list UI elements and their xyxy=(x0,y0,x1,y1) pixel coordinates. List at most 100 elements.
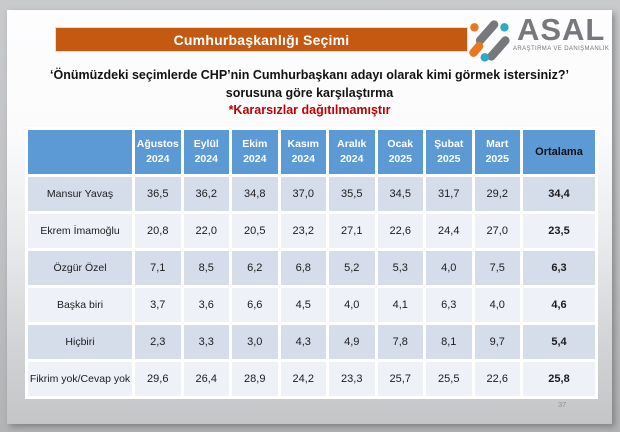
value-cell: 24,2 xyxy=(280,362,326,396)
question-line-2: sorusuna göre karşılaştırma xyxy=(225,85,394,100)
month-year: 2025 xyxy=(485,153,509,165)
poll-table: Ağustos 2024 Eylül 2024 Ekim 2024 Kasım 2024 Ara… xyxy=(25,127,598,399)
average-cell: 5,4 xyxy=(523,325,595,359)
asal-logo-subtitle: ARAŞTIRMA VE DANIŞMANLIK xyxy=(513,46,610,52)
value-cell: 29,6 xyxy=(135,362,181,396)
value-cell: 3,0 xyxy=(232,325,278,359)
month-year: 2024 xyxy=(146,153,170,165)
month-header: Kasım 2024 xyxy=(280,130,326,174)
table-row: Özgür Özel 7,1 8,5 6,2 6,8 5,2 5,3 4,0 7,5 6,3 xyxy=(28,251,595,285)
month-header: Ocak 2025 xyxy=(377,130,423,174)
value-cell: 29,2 xyxy=(474,177,520,211)
value-cell: 22,6 xyxy=(474,362,520,396)
question-line-1: ‘Önümüzdeki seçimlerde CHP’nin Cumhurbaş… xyxy=(50,68,569,82)
month-name: Ocak xyxy=(387,138,414,150)
table-row: Mansur Yavaş 36,5 36,2 34,8 37,0 35,5 34,5 31,7… xyxy=(28,177,595,211)
value-cell: 3,3 xyxy=(183,325,229,359)
value-cell: 6,6 xyxy=(232,288,278,322)
undecided-note: *Kararsızlar dağıtılmamıştır xyxy=(228,103,391,117)
table-row: Hiçbiri 2,3 3,3 3,0 4,3 4,9 7,8 8,1 9,7 5,4 xyxy=(28,325,595,359)
table-row: Fikrim yok/Cevap yok 29,6 26,4 28,9 24,2 23,3… xyxy=(28,362,595,396)
value-cell: 5,2 xyxy=(329,251,375,285)
table-row: Başka biri 3,7 3,6 6,6 4,5 4,0 4,1 6,3 4,0 4,6 xyxy=(28,288,595,322)
row-label: Mansur Yavaş xyxy=(28,177,132,211)
value-cell: 22,0 xyxy=(183,214,229,248)
row-label: Başka biri xyxy=(28,288,132,322)
row-label: Ekrem İmamoğlu xyxy=(28,214,132,248)
slide-title-banner: Cumhurbaşkanlığı Seçimi xyxy=(55,27,468,52)
asal-logo-icon xyxy=(469,20,510,62)
row-label: Hiçbiri xyxy=(28,325,132,359)
value-cell: 23,2 xyxy=(280,214,326,248)
value-cell: 26,4 xyxy=(183,362,229,396)
value-cell: 36,2 xyxy=(183,177,229,211)
table-row: Ekrem İmamoğlu 20,8 22,0 20,5 23,2 27,1 22,6 24… xyxy=(28,214,595,248)
value-cell: 7,8 xyxy=(377,325,423,359)
month-year: 2025 xyxy=(437,153,461,165)
header-row: Ağustos 2024 Eylül 2024 Ekim 2024 Kasım 2024 Ara… xyxy=(28,130,595,174)
question-block: ‘Önümüzdeki seçimlerde CHP’nin Cumhurbaş… xyxy=(7,67,612,120)
poll-table-body: Mansur Yavaş 36,5 36,2 34,8 37,0 35,5 34,5 31,7… xyxy=(28,177,595,396)
month-year: 2024 xyxy=(291,153,315,165)
asal-logo-name: ASAL xyxy=(516,12,606,47)
poll-table-head: Ağustos 2024 Eylül 2024 Ekim 2024 Kasım 2024 Ara… xyxy=(28,130,595,174)
value-cell: 4,9 xyxy=(329,325,375,359)
value-cell: 3,7 xyxy=(135,288,181,322)
value-cell: 25,5 xyxy=(426,362,472,396)
value-cell: 20,5 xyxy=(232,214,278,248)
value-cell: 7,1 xyxy=(135,251,181,285)
asal-logo: ASAL ARAŞTIRMA VE DANIŞMANLIK xyxy=(466,14,616,66)
value-cell: 27,0 xyxy=(474,214,520,248)
value-cell: 8,1 xyxy=(426,325,472,359)
value-cell: 35,5 xyxy=(329,177,375,211)
value-cell: 34,5 xyxy=(377,177,423,211)
value-cell: 9,7 xyxy=(474,325,520,359)
asal-logo-text: ASAL ARAŞTIRMA VE DANIŞMANLIK xyxy=(513,12,610,53)
slide-title: Cumhurbaşkanlığı Seçimi xyxy=(173,31,350,48)
average-cell: 25,8 xyxy=(523,362,595,396)
month-header: Şubat 2025 xyxy=(426,130,472,174)
page-number: 37 xyxy=(558,400,567,409)
value-cell: 7,5 xyxy=(474,251,520,285)
month-header: Aralık 2024 xyxy=(329,130,375,174)
value-cell: 4,1 xyxy=(377,288,423,322)
month-year: 2025 xyxy=(388,153,412,165)
value-cell: 23,3 xyxy=(329,362,375,396)
month-year: 2024 xyxy=(194,153,218,165)
value-cell: 27,1 xyxy=(329,214,375,248)
value-cell: 8,5 xyxy=(183,251,229,285)
slide: Cumhurbaşkanlığı Seçimi ASAL ARAŞTIRMA V… xyxy=(7,10,612,424)
value-cell: 25,7 xyxy=(377,362,423,396)
value-cell: 24,4 xyxy=(426,214,472,248)
value-cell: 4,0 xyxy=(474,288,520,322)
month-header: Mart 2025 xyxy=(474,130,520,174)
month-name: Ağustos xyxy=(136,138,179,150)
value-cell: 37,0 xyxy=(280,177,326,211)
month-year: 2024 xyxy=(243,153,267,165)
value-cell: 4,0 xyxy=(329,288,375,322)
month-year: 2024 xyxy=(340,153,364,165)
month-name: Ekim xyxy=(242,138,268,150)
value-cell: 4,0 xyxy=(426,251,472,285)
value-cell: 20,8 xyxy=(135,214,181,248)
value-cell: 4,5 xyxy=(280,288,326,322)
value-cell: 34,8 xyxy=(232,177,278,211)
value-cell: 3,6 xyxy=(183,288,229,322)
average-cell: 4,6 xyxy=(523,288,595,322)
average-cell: 6,3 xyxy=(523,251,595,285)
value-cell: 36,5 xyxy=(135,177,181,211)
month-name: Mart xyxy=(486,138,509,150)
value-cell: 6,3 xyxy=(426,288,472,322)
month-header: Ekim 2024 xyxy=(232,130,278,174)
corner-cell xyxy=(28,130,132,174)
value-cell: 6,2 xyxy=(232,251,278,285)
average-header: Ortalama xyxy=(523,130,595,174)
value-cell: 2,3 xyxy=(135,325,181,359)
average-cell: 23,5 xyxy=(523,214,595,248)
value-cell: 6,8 xyxy=(280,251,326,285)
value-cell: 4,3 xyxy=(280,325,326,359)
value-cell: 31,7 xyxy=(426,177,472,211)
month-name: Şubat xyxy=(434,138,464,150)
month-header: Eylül 2024 xyxy=(183,130,229,174)
month-name: Eylül xyxy=(193,138,219,150)
